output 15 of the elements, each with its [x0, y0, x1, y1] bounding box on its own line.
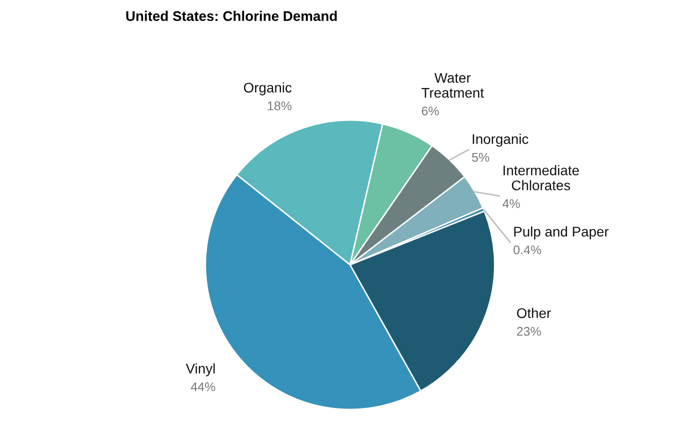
slice-label: Pulp and Paper: [514, 226, 609, 240]
slice-label: Inorganic: [472, 134, 528, 147]
slice-label: Water Treatment: [422, 73, 484, 98]
slice-label: Vinyl: [186, 363, 215, 376]
chart-title: United States: Chlorine Demand: [126, 10, 337, 21]
slice-label: Intermediate Chlorates: [504, 165, 579, 190]
data-label: 18%: [268, 101, 292, 110]
slice-label: Organic: [244, 82, 292, 96]
data-label: 44%: [190, 382, 216, 392]
data-label: 6%: [422, 106, 439, 116]
data-label: 4%: [502, 199, 520, 208]
data-label: 0.4%: [514, 245, 542, 254]
data-label: 23%: [516, 326, 541, 336]
slice-label: Other: [517, 308, 551, 318]
data-label: 5%: [472, 152, 490, 162]
